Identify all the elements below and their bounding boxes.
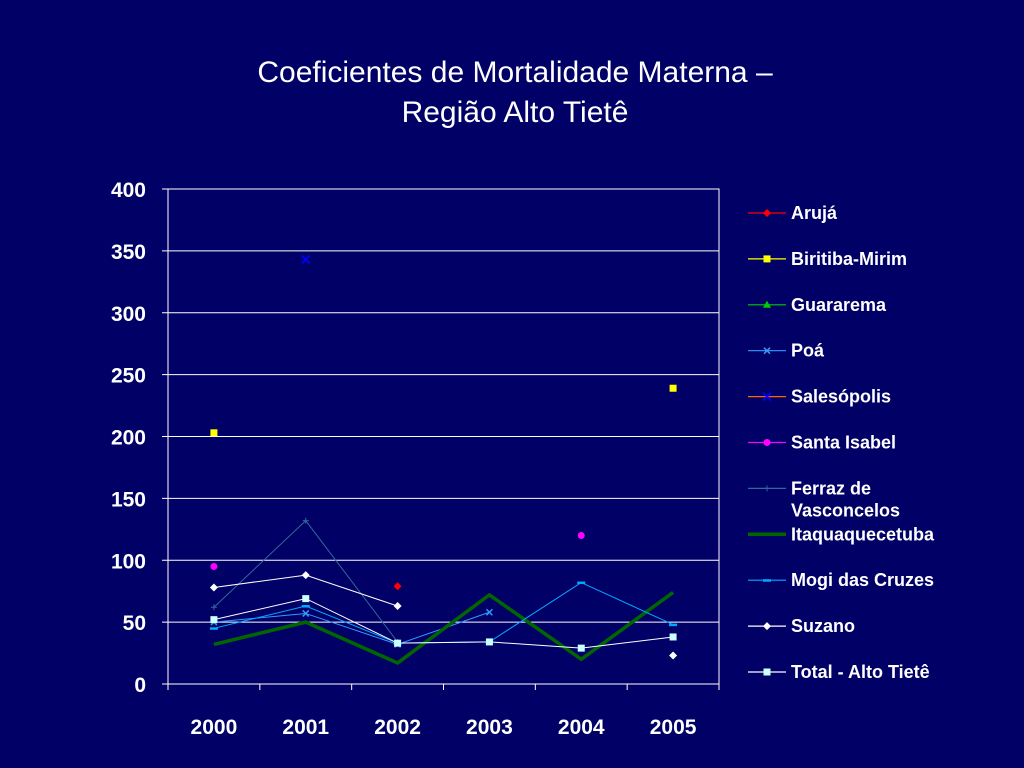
- series-line-3: [213, 611, 490, 645]
- series-lines: [213, 519, 675, 665]
- y-tick-label: 300: [111, 303, 146, 326]
- data-point-10: [577, 644, 585, 652]
- y-tick-label: 400: [111, 179, 146, 202]
- legend-label: Ferraz de: [791, 478, 871, 498]
- legend-label: Arujá: [791, 203, 838, 223]
- series-line-10: [213, 598, 674, 649]
- legend-swatch-marker: [763, 579, 771, 582]
- y-tick-label: 100: [111, 550, 146, 573]
- legend-label: Mogi das Cruzes: [791, 570, 934, 590]
- data-point-4-stroke: [301, 254, 311, 265]
- data-point-8: [577, 581, 586, 585]
- legend-swatch-marker: [763, 209, 771, 217]
- data-point-10: [485, 638, 493, 646]
- legend-label: Salesópolis: [791, 387, 891, 407]
- legend-swatch-marker: [763, 668, 771, 676]
- legend-swatch-marker: [763, 622, 771, 631]
- y-tick-label: 250: [111, 365, 146, 388]
- axes: 0 50 100 150 200 250 300 350 400 2000 2001 2002 2003…: [111, 179, 720, 739]
- data-point-5: [577, 532, 585, 539]
- y-tick-label: 200: [111, 427, 146, 450]
- legend-swatch-marker: [764, 485, 770, 492]
- legend-swatch-marker: [763, 347, 771, 355]
- data-point-3-stroke: [302, 609, 310, 617]
- data-point-9: [393, 602, 402, 611]
- legend-label: Total - Alto Tietê: [791, 662, 930, 682]
- x-tick-label: 2002: [374, 716, 421, 739]
- series-markers: [209, 254, 678, 660]
- legend-swatch-marker-stroke: [762, 391, 772, 402]
- data-point-10: [302, 595, 310, 603]
- legend-swatch-marker-stroke: [763, 347, 771, 355]
- data-point-6: [302, 517, 309, 524]
- data-point-8: [209, 627, 218, 630]
- chart-title-line-1: Coeficientes de Mortalidade Materna –: [257, 56, 773, 89]
- data-point-6: [210, 604, 217, 611]
- data-point-3: [485, 608, 493, 616]
- data-point-1: [669, 384, 677, 392]
- x-tick-label: 2005: [650, 716, 697, 739]
- data-point-3-stroke: [485, 608, 493, 616]
- data-point-5: [210, 562, 218, 570]
- gridlines: [168, 188, 719, 623]
- legend-label: Vasconcelos: [791, 500, 900, 520]
- series-line-8: [213, 581, 674, 644]
- legend-label: Biritiba-Mirim: [791, 249, 907, 269]
- legend-swatch-marker: [763, 255, 771, 263]
- legend-swatch-marker: [763, 300, 771, 308]
- x-tick-label: 2000: [191, 716, 238, 739]
- data-point-9: [669, 651, 678, 660]
- data-point-4: [301, 254, 311, 265]
- legend-label: Suzano: [791, 616, 855, 636]
- data-point-3: [302, 609, 310, 617]
- y-tick-label: 150: [111, 488, 146, 511]
- chart-title-line-2: Região Alto Tietê: [402, 96, 629, 129]
- x-tick-label: 2004: [558, 716, 605, 739]
- data-point-0: [393, 582, 402, 591]
- x-tick-label: 2001: [282, 716, 329, 739]
- series-line-7: [213, 591, 675, 665]
- data-point-8: [669, 623, 678, 627]
- y-tick-label: 50: [123, 612, 146, 635]
- y-tick-label: 350: [111, 241, 146, 264]
- legend-label: Santa Isabel: [791, 433, 896, 453]
- data-point-10: [669, 633, 677, 641]
- legend-label: Poá: [791, 341, 825, 361]
- x-tick-label: 2003: [466, 716, 513, 739]
- legend-swatch-marker: [762, 391, 772, 402]
- data-point-8: [301, 605, 310, 608]
- legend-label: Itaquaquecetuba: [791, 524, 935, 544]
- data-point-9: [209, 583, 218, 592]
- data-point-1: [210, 429, 218, 437]
- data-point-10: [394, 639, 402, 647]
- data-point-9: [301, 571, 310, 580]
- legend-label: Guararema: [791, 295, 887, 315]
- y-tick-label: 0: [134, 674, 146, 697]
- data-point-10: [210, 616, 218, 624]
- legend: Arujá Biritiba-Mirim Guararema Poá Salesópol…: [748, 203, 935, 682]
- legend-swatch-marker: [763, 439, 771, 446]
